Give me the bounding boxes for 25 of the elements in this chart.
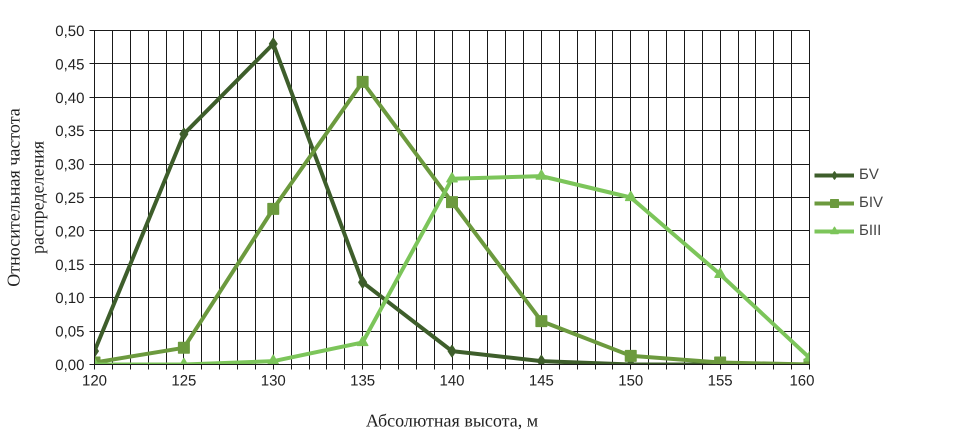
y-tick-label: 0,15 [55, 256, 85, 274]
y-tick-label: 0,50 [55, 23, 85, 40]
x-axis-title: Абсолютная высота, м [366, 410, 538, 430]
y-tick-label: 0,10 [55, 290, 85, 308]
x-tick-label: 155 [708, 372, 733, 390]
y-axis-title: Относительная частота распределения [3, 108, 48, 287]
x-tick-label: 140 [439, 372, 465, 390]
legend-label: БIV [859, 194, 884, 211]
legend-label: БV [859, 166, 879, 183]
y-tick-label: 0,45 [55, 56, 85, 74]
x-tick-label: 150 [618, 372, 644, 390]
x-tick-label: 135 [350, 372, 376, 390]
x-tick-label: 145 [528, 372, 554, 390]
y-tick-label: 0,25 [55, 190, 85, 207]
y-tick-label: 0,20 [55, 223, 85, 240]
legend-label: БIII [859, 222, 882, 239]
y-tick-label: 0,35 [55, 123, 85, 140]
x-tick-label: 130 [260, 372, 286, 390]
y-tick-label: 0,00 [55, 357, 85, 374]
y-tick-label: 0,05 [55, 324, 85, 341]
y-tick-label: 0,40 [55, 90, 85, 107]
y-tick-label: 0,30 [55, 156, 85, 174]
x-tick-label: 160 [789, 372, 815, 390]
x-tick-label: 120 [82, 372, 108, 390]
x-tick-label: 125 [171, 372, 196, 390]
